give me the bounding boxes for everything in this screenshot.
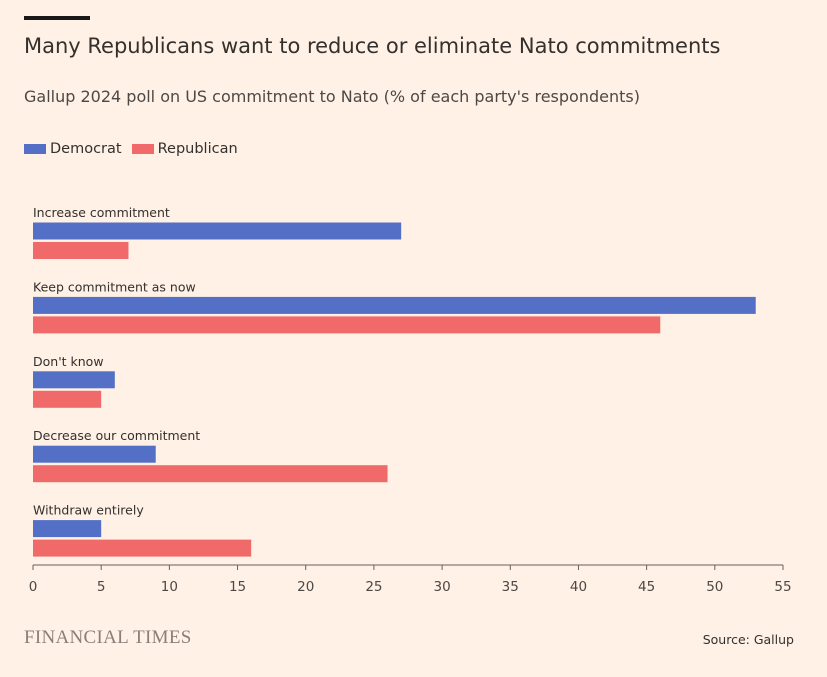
bar-republican: [33, 539, 252, 557]
legend-item-republican: Republican: [131, 141, 238, 157]
top-rule: [24, 16, 90, 20]
chart-title: Many Republicans want to reduce or elimi…: [24, 34, 721, 58]
legend: Democrat Republican: [24, 141, 248, 157]
legend-swatch-democrat: [24, 144, 46, 154]
bar-democrat: [33, 222, 402, 240]
chart-subtitle: Gallup 2024 poll on US commitment to Nat…: [24, 87, 640, 106]
bar-democrat: [33, 520, 102, 538]
x-tick-label: 45: [638, 579, 655, 595]
x-tick-label: 50: [706, 579, 723, 595]
x-tick-label: 0: [29, 579, 38, 595]
bar-republican: [33, 390, 102, 408]
category-label: Increase commitment: [33, 205, 170, 220]
bar-democrat: [33, 445, 156, 463]
source-note: Source: Gallup: [702, 632, 794, 647]
category-label: Don't know: [33, 354, 104, 369]
bar-republican: [33, 316, 661, 334]
x-tick-label: 35: [502, 579, 519, 595]
x-tick-label: 40: [570, 579, 587, 595]
x-tick-label: 15: [229, 579, 246, 595]
x-tick-label: 30: [433, 579, 450, 595]
bar-republican: [33, 242, 129, 259]
category-label: Withdraw entirely: [33, 503, 144, 518]
ft-logo: FINANCIAL TIMES: [24, 627, 192, 648]
bar-democrat: [33, 371, 115, 389]
legend-label-republican: Republican: [157, 141, 238, 157]
legend-swatch-republican: [131, 144, 154, 154]
x-tick-label: 55: [774, 579, 791, 595]
x-tick-label: 20: [297, 579, 314, 595]
x-tick-label: 5: [97, 579, 106, 595]
category-label: Decrease our commitment: [33, 428, 200, 443]
x-tick-label: 10: [161, 579, 178, 595]
x-tick-label: 25: [365, 579, 382, 595]
bar-republican: [33, 465, 388, 483]
bar-democrat: [33, 296, 756, 314]
legend-label-democrat: Democrat: [50, 141, 122, 157]
category-label: Keep commitment as now: [33, 279, 196, 294]
legend-item-democrat: Democrat: [24, 141, 122, 157]
